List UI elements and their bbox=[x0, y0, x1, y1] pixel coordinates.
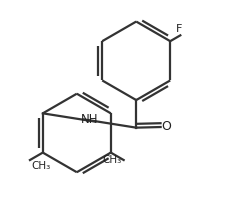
Text: F: F bbox=[175, 24, 182, 34]
Text: CH₃: CH₃ bbox=[102, 155, 121, 165]
Text: CH₃: CH₃ bbox=[31, 161, 50, 171]
Text: NH: NH bbox=[81, 113, 98, 126]
Text: O: O bbox=[161, 120, 171, 133]
